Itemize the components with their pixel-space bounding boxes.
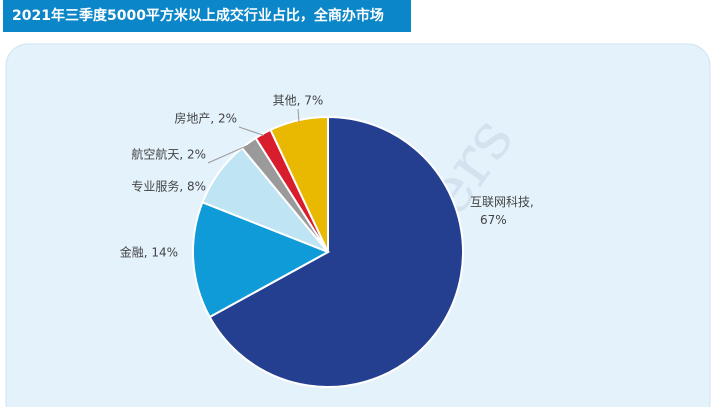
data-label: 互联网科技, 67% bbox=[470, 195, 534, 227]
title-bar bbox=[3, 0, 411, 32]
leader-line bbox=[297, 108, 300, 123]
label-line: 67% bbox=[480, 213, 507, 227]
leader-line bbox=[207, 143, 251, 164]
data-label: 房地产, 2% bbox=[174, 111, 237, 126]
data-label: 航空航天, 2% bbox=[131, 147, 206, 162]
chart-title: 2021年三季度5000平方米以上成交行业占比，全商办市场 bbox=[12, 7, 384, 24]
pie-slice bbox=[192, 201, 331, 319]
data-label: 其他, 7% bbox=[273, 94, 324, 108]
leader-line bbox=[238, 126, 265, 136]
data-label: 金融, 14% bbox=[120, 245, 178, 260]
data-label: 专业服务, 8% bbox=[131, 179, 206, 194]
pie-slice bbox=[208, 115, 464, 388]
label-line: 互联网科技, bbox=[470, 195, 534, 209]
